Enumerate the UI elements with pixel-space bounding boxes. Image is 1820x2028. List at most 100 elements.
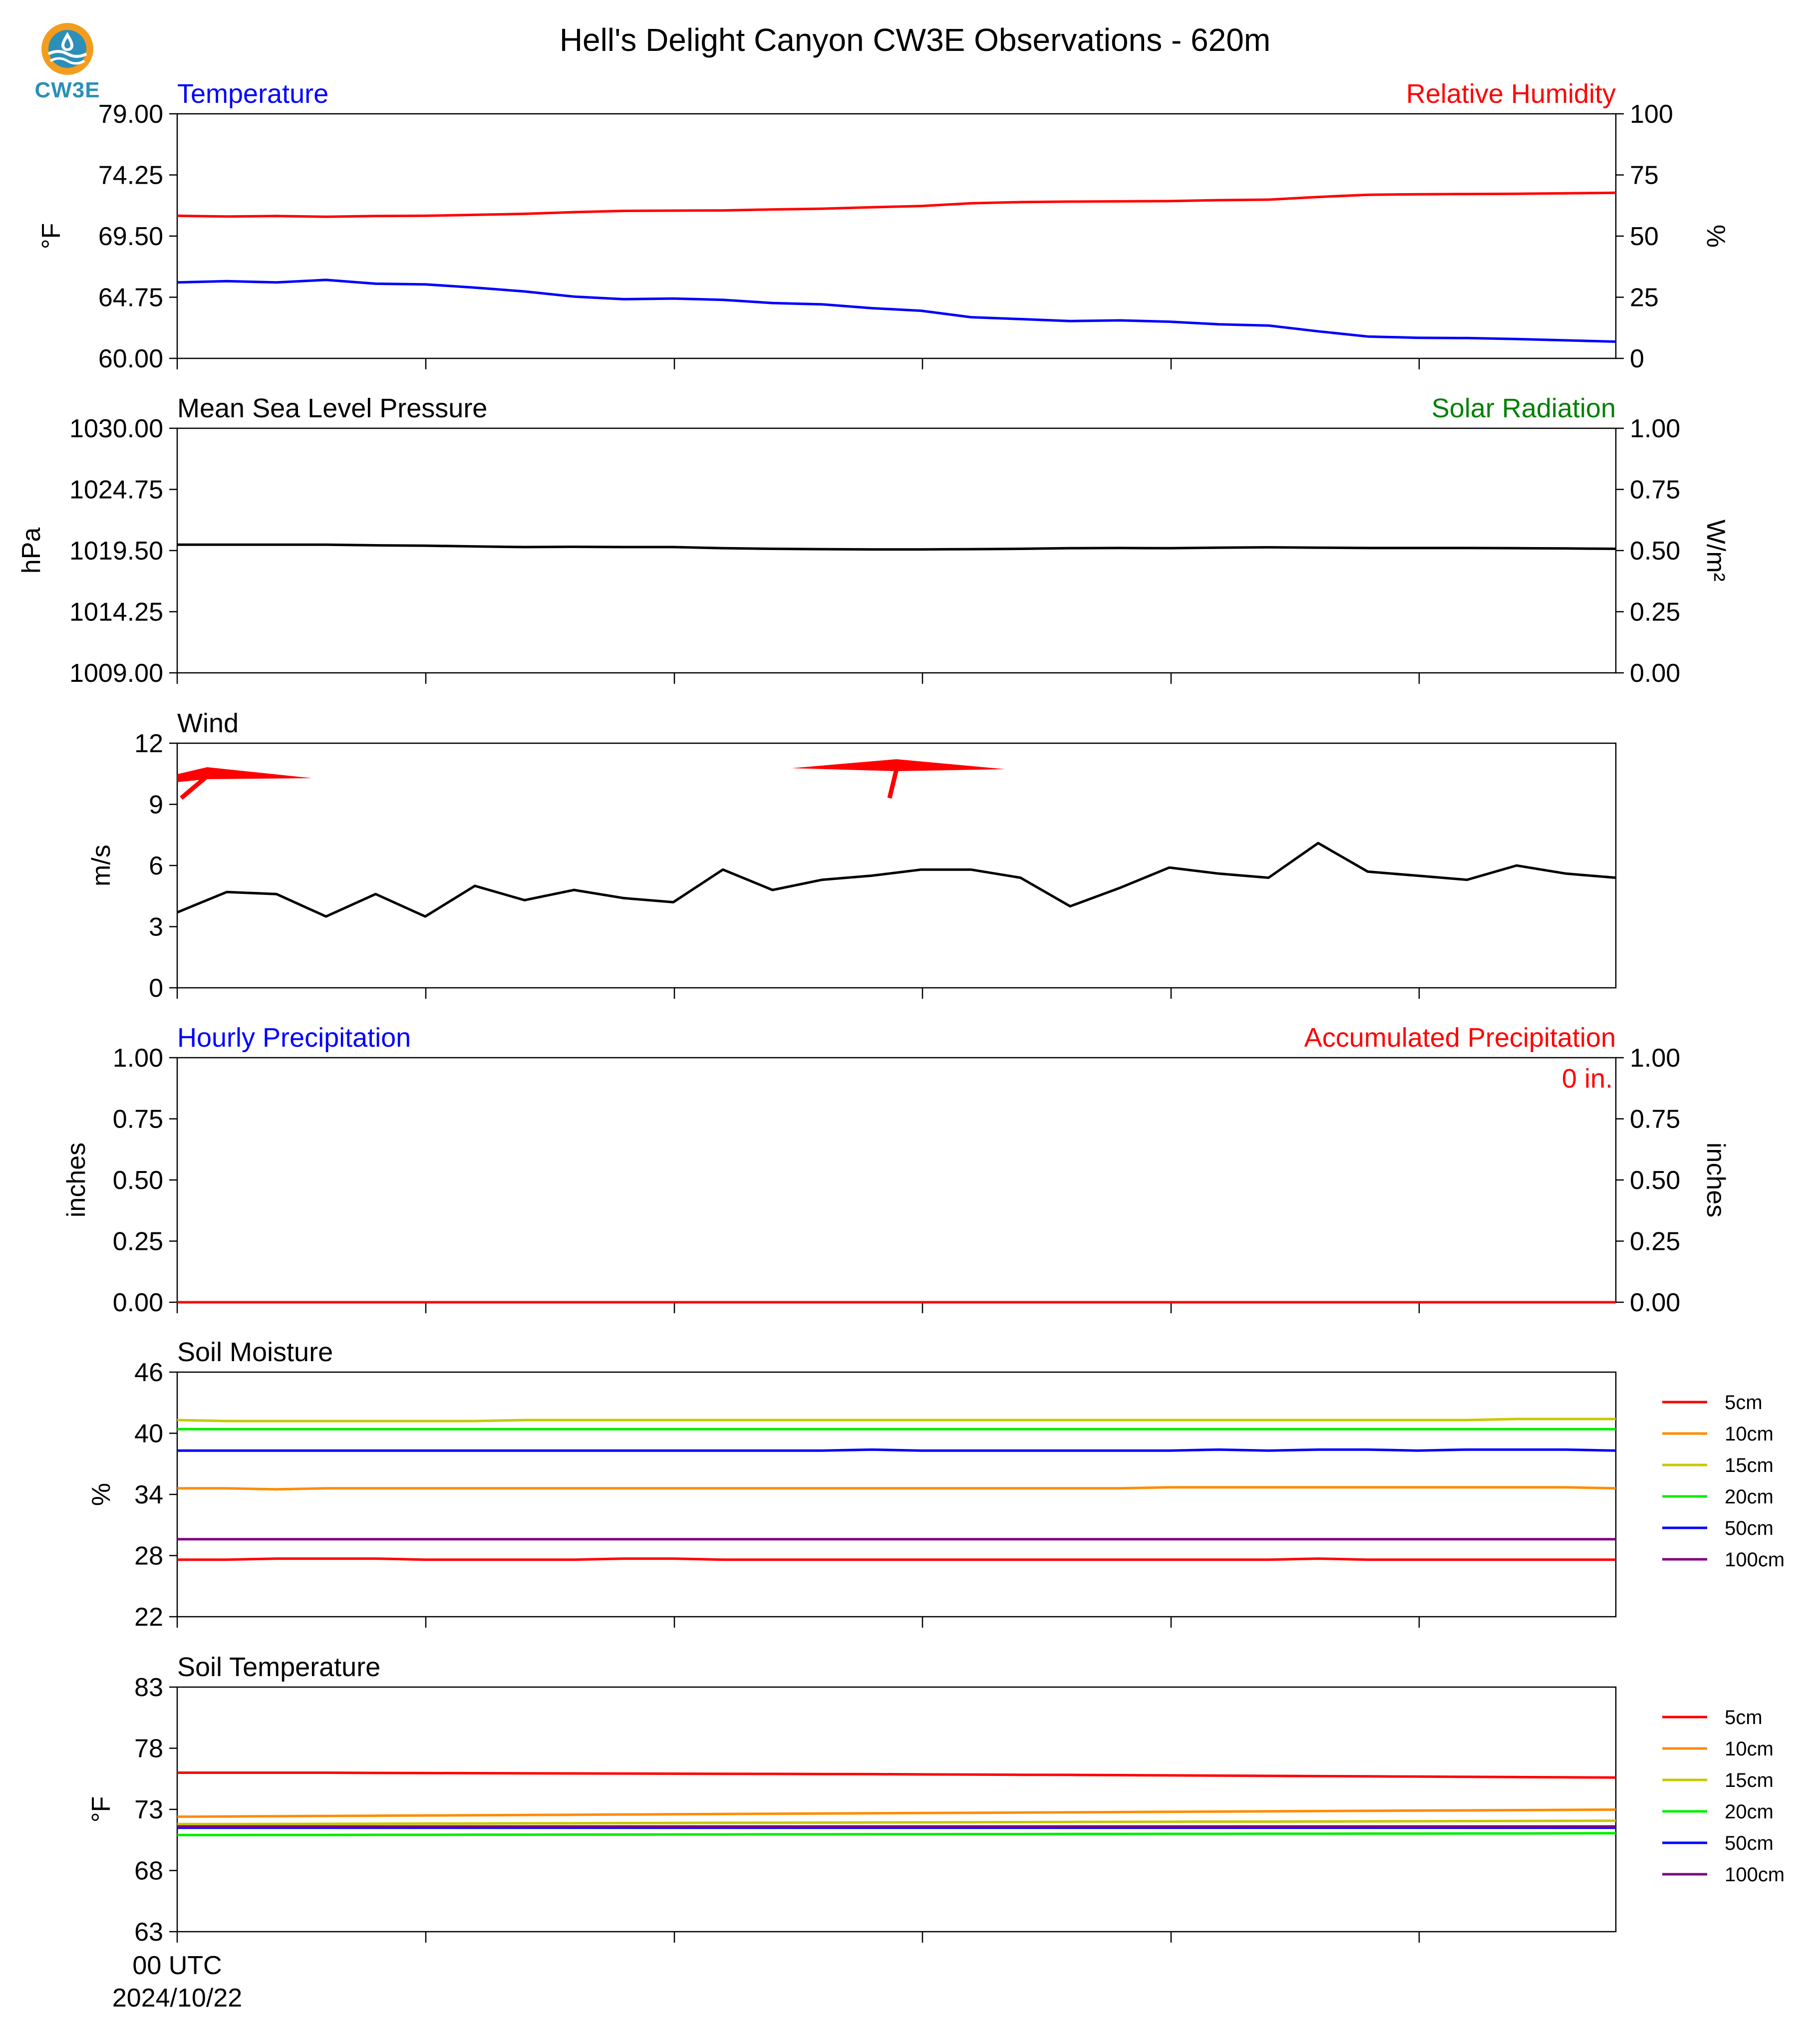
wind-barb (792, 759, 1005, 799)
legend: 5cm 10cm 15cm 20cm 50cm 100cm (1662, 1707, 1785, 1886)
y-tick-label: 69.50 (98, 222, 163, 251)
y-tick-label-right: 1.00 (1630, 414, 1680, 443)
plot-frame (176, 113, 1617, 359)
legend-label: 15cm (1725, 1769, 1774, 1791)
logo-emblem-icon (41, 23, 93, 75)
y-tick-label: 74.25 (98, 161, 163, 190)
y-tick-label: 1030.00 (69, 414, 163, 443)
y-tick-label: 83 (134, 1673, 163, 1702)
y-tick-label-right: 0.50 (1630, 1166, 1680, 1195)
y-axis-label: inches (62, 1143, 91, 1217)
y-tick-label: 34 (134, 1480, 163, 1509)
y-axis-label: °F (87, 1796, 116, 1823)
plot-frame (176, 1371, 1617, 1618)
y-tick-label: 78 (134, 1735, 163, 1763)
series-line-5cm (177, 1557, 1616, 1561)
series-line-20cm (177, 1832, 1616, 1836)
y-tick-label: 46 (134, 1358, 163, 1387)
y-tick-label: 0.75 (113, 1105, 163, 1134)
series-line-10cm (177, 1808, 1616, 1818)
series-line-15cm (177, 1819, 1616, 1825)
series-line-5cm (177, 1771, 1616, 1779)
figure-title: Hell's Delight Canyon CW3E Observations … (560, 22, 1270, 58)
panel-soil_temperature: Soil Temperature 63 68 73 78 83 °F 5cm 10cm 15cm 2… (87, 1652, 1785, 1947)
series-line-15cm (177, 1418, 1616, 1423)
y-tick-label: 1.00 (113, 1044, 163, 1073)
y-tick-label: 73 (134, 1795, 163, 1824)
y-tick-label: 64.75 (98, 284, 163, 312)
x-tick-label-time: 00 UTC (132, 1951, 222, 1980)
y-tick-label: 3 (149, 913, 163, 942)
y-tick-label: 79.00 (98, 100, 163, 129)
series-line-10cm (177, 1486, 1616, 1491)
legend-label: 10cm (1725, 1738, 1774, 1760)
wind-barb-flag (180, 774, 209, 800)
y-tick-label: 1019.50 (69, 537, 163, 566)
y-tick-label: 1014.25 (69, 598, 163, 627)
x-axis: 00 UTC 2024/10/22 (112, 1951, 242, 2013)
legend-label: 5cm (1725, 1392, 1763, 1414)
y-tick-label: 28 (134, 1542, 163, 1571)
legend-label: 20cm (1725, 1801, 1774, 1823)
series-line-relative-humidity (177, 191, 1616, 218)
panel-title-left: Wind (177, 708, 239, 738)
y-tick-label: 1009.00 (69, 659, 163, 688)
y-tick-label-right: 0.50 (1630, 537, 1680, 566)
y-tick-label: 0 (149, 974, 163, 1003)
y-axis-label: % (87, 1483, 116, 1506)
y-tick-label: 1024.75 (69, 476, 163, 505)
wind-barb-shaft (792, 759, 1005, 771)
panel-temperature: Temperature Relative Humidity 60.00 64.75 69… (37, 79, 1730, 373)
panel-title-right: Relative Humidity (1406, 79, 1616, 109)
y-axis-label: hPa (17, 528, 46, 574)
y-tick-label: 9 (149, 791, 163, 820)
chart-panels: Temperature Relative Humidity60.0064.7569… (17, 79, 1785, 1947)
legend-label: 20cm (1725, 1486, 1774, 1508)
y-axis-label-right: W/m² (1701, 520, 1730, 581)
y-tick-label-right: 50 (1630, 222, 1659, 251)
y-tick-label-right: 0.00 (1630, 659, 1680, 688)
y-tick-label: 0.50 (113, 1166, 163, 1195)
series-line-temperature (177, 279, 1616, 343)
y-tick-label-right: 75 (1630, 161, 1659, 190)
y-tick-label-right: 0.25 (1630, 598, 1680, 627)
y-axis-label-right: % (1701, 225, 1730, 248)
wind-barb-shaft (177, 767, 312, 782)
panel-title-left: Hourly Precipitation (177, 1023, 411, 1053)
wind-barb-flag (887, 768, 899, 799)
y-tick-label: 6 (149, 852, 163, 880)
panel-wind: Wind 0 3 6 9 12 m/s (87, 708, 1617, 1003)
x-tick-label-date: 2024/10/22 (112, 1984, 242, 2013)
y-tick-label: 68 (134, 1857, 163, 1886)
plot-frame (176, 742, 1617, 989)
panel-pressure: Mean Sea Level Pressure Solar Radiation 10… (17, 393, 1730, 688)
legend-label: 5cm (1725, 1707, 1763, 1729)
y-tick-label-right: 0.75 (1630, 476, 1680, 505)
cw3e-logo: CW3E (30, 19, 105, 104)
y-tick-label-right: 0.00 (1630, 1288, 1680, 1317)
y-axis-label-right: inches (1701, 1143, 1730, 1217)
legend-label: 50cm (1725, 1832, 1774, 1854)
y-tick-label: 60.00 (98, 344, 163, 373)
panel-title-left: Soil Moisture (177, 1337, 333, 1367)
plot-frame (176, 1686, 1617, 1933)
y-tick-label-right: 100 (1630, 100, 1673, 129)
series-line-50cm (177, 1448, 1616, 1452)
panel-title-left: Soil Temperature (177, 1652, 380, 1682)
panel-title-right: Solar Radiation (1432, 393, 1616, 423)
wind-barb (177, 767, 312, 800)
panel-precipitation: Hourly Precipitation Accumulated Precipit… (62, 1023, 1730, 1317)
y-tick-label: 12 (134, 729, 163, 758)
logo-text: CW3E (34, 78, 100, 102)
y-tick-label-right: 0.25 (1630, 1227, 1680, 1256)
y-tick-label-right: 0 (1630, 344, 1644, 373)
legend-label: 100cm (1725, 1549, 1785, 1571)
panel-title-right: Accumulated Precipitation (1304, 1023, 1616, 1053)
annotation-label: 0 in. (1562, 1064, 1613, 1094)
y-axis-label: m/s (87, 845, 116, 886)
y-tick-label: 63 (134, 1918, 163, 1947)
legend-label: 100cm (1725, 1864, 1785, 1886)
legend-label: 50cm (1725, 1517, 1774, 1539)
panel-soil_moisture: Soil Moisture2228344046%5cm10cm15cm20cm5… (87, 1337, 1785, 1632)
